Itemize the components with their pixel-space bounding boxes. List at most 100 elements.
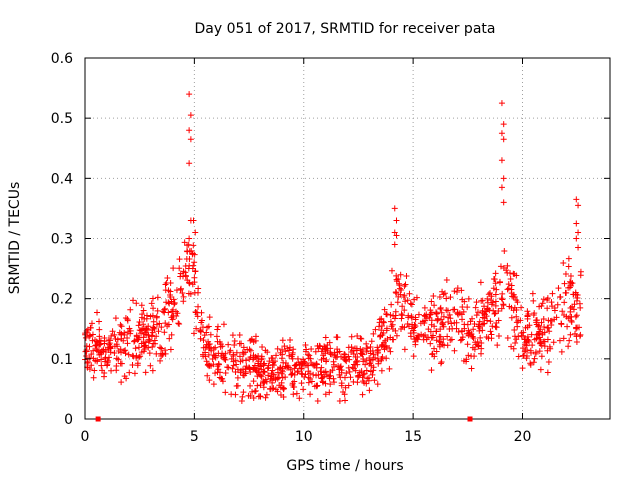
data-point xyxy=(216,374,223,381)
data-point xyxy=(276,374,283,381)
data-point xyxy=(536,334,543,341)
data-point xyxy=(342,397,349,404)
data-point xyxy=(86,366,93,373)
data-point xyxy=(524,333,531,340)
data-point xyxy=(525,310,532,317)
data-point xyxy=(449,325,456,332)
data-point xyxy=(190,242,197,249)
data-point xyxy=(393,217,400,224)
data-point xyxy=(353,345,360,352)
data-point xyxy=(206,377,213,384)
data-point xyxy=(349,364,356,371)
data-point xyxy=(204,344,211,351)
data-point xyxy=(383,311,390,318)
data-point xyxy=(148,332,155,339)
data-point xyxy=(124,335,131,342)
data-point xyxy=(220,321,227,328)
data-point xyxy=(125,351,132,358)
data-point xyxy=(430,293,437,300)
data-point xyxy=(138,302,145,309)
data-point xyxy=(501,248,508,255)
data-point xyxy=(145,344,152,351)
data-point xyxy=(234,366,241,373)
data-point xyxy=(86,354,93,361)
data-point xyxy=(140,307,147,314)
data-point xyxy=(243,363,250,370)
data-point xyxy=(421,304,428,311)
data-point xyxy=(546,328,553,335)
y-tick-label: 0.1 xyxy=(51,352,73,368)
data-point xyxy=(126,325,133,332)
data-point xyxy=(401,346,408,353)
data-point xyxy=(394,299,401,306)
data-point xyxy=(115,356,122,363)
data-point xyxy=(176,321,183,328)
data-point xyxy=(307,391,314,398)
data-point xyxy=(290,383,297,390)
data-point xyxy=(451,288,458,295)
data-point xyxy=(289,380,296,387)
data-point xyxy=(563,313,570,320)
data-point xyxy=(378,367,385,374)
data-point xyxy=(153,333,160,340)
data-point xyxy=(162,281,169,288)
data-point xyxy=(397,271,404,278)
data-point xyxy=(500,175,507,182)
data-point xyxy=(327,381,334,388)
data-point xyxy=(345,353,352,360)
data-point xyxy=(322,346,329,353)
x-tick-label: 5 xyxy=(190,429,199,445)
data-point xyxy=(359,351,366,358)
data-point xyxy=(572,313,579,320)
data-point xyxy=(393,232,400,239)
data-point xyxy=(269,355,276,362)
data-point xyxy=(346,368,353,375)
data-point xyxy=(492,323,499,330)
data-point xyxy=(536,328,543,335)
data-point xyxy=(512,340,519,347)
data-point xyxy=(532,350,539,357)
data-point xyxy=(177,286,184,293)
data-point xyxy=(338,367,345,374)
data-point xyxy=(105,354,112,361)
data-point xyxy=(278,379,285,386)
data-point xyxy=(535,322,542,329)
data-point xyxy=(278,355,285,362)
data-point xyxy=(396,285,403,292)
data-point xyxy=(393,332,400,339)
data-point xyxy=(528,331,535,338)
data-point xyxy=(398,311,405,318)
data-point xyxy=(165,299,172,306)
data-point xyxy=(564,323,571,330)
data-point xyxy=(296,395,303,402)
data-point xyxy=(451,306,458,313)
data-point xyxy=(522,346,529,353)
data-point xyxy=(236,332,243,339)
data-point xyxy=(314,342,321,349)
data-point xyxy=(177,270,184,277)
data-point xyxy=(111,343,118,350)
data-point xyxy=(475,342,482,349)
data-point xyxy=(334,334,341,341)
data-point xyxy=(454,288,461,295)
data-point xyxy=(214,369,221,376)
data-point xyxy=(141,325,148,332)
data-point xyxy=(308,378,315,385)
data-point xyxy=(260,378,267,385)
data-point xyxy=(567,331,574,338)
data-point xyxy=(492,302,499,309)
data-point xyxy=(539,300,546,307)
data-point xyxy=(372,326,379,333)
data-point xyxy=(541,323,548,330)
y-tick-label: 0.6 xyxy=(51,51,73,67)
data-point xyxy=(360,355,367,362)
data-point xyxy=(130,297,137,304)
data-point xyxy=(140,348,147,355)
data-point xyxy=(508,314,515,321)
data-point xyxy=(153,313,160,320)
data-point xyxy=(192,229,199,236)
data-point xyxy=(418,331,425,338)
data-point xyxy=(262,376,269,383)
data-point xyxy=(345,364,352,371)
data-point xyxy=(141,331,148,338)
